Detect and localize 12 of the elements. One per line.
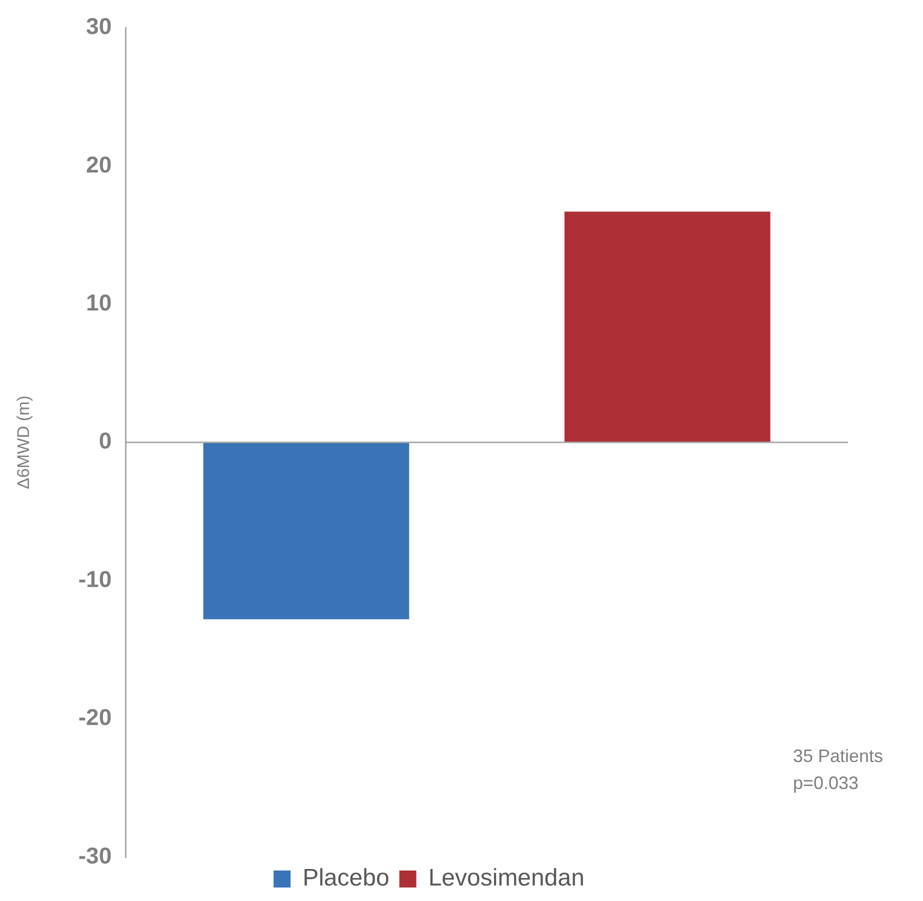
y-axis-title: Δ6MWD (m) (14, 396, 33, 490)
annotation: 35 Patients (793, 746, 884, 766)
y-tick-label: 20 (86, 151, 112, 178)
y-tick-label: -30 (78, 842, 112, 868)
y-tick-label: -20 (78, 704, 112, 730)
y-tick-label: 30 (86, 13, 112, 40)
y-tick-label: 10 (86, 290, 112, 316)
y-tick-label: 0 (98, 428, 112, 454)
legend-label: Levosimendan (428, 864, 584, 892)
legend-label: Placebo (302, 864, 390, 892)
y-tick-label: -10 (78, 566, 112, 592)
annotation: p=0.033 (793, 772, 859, 793)
